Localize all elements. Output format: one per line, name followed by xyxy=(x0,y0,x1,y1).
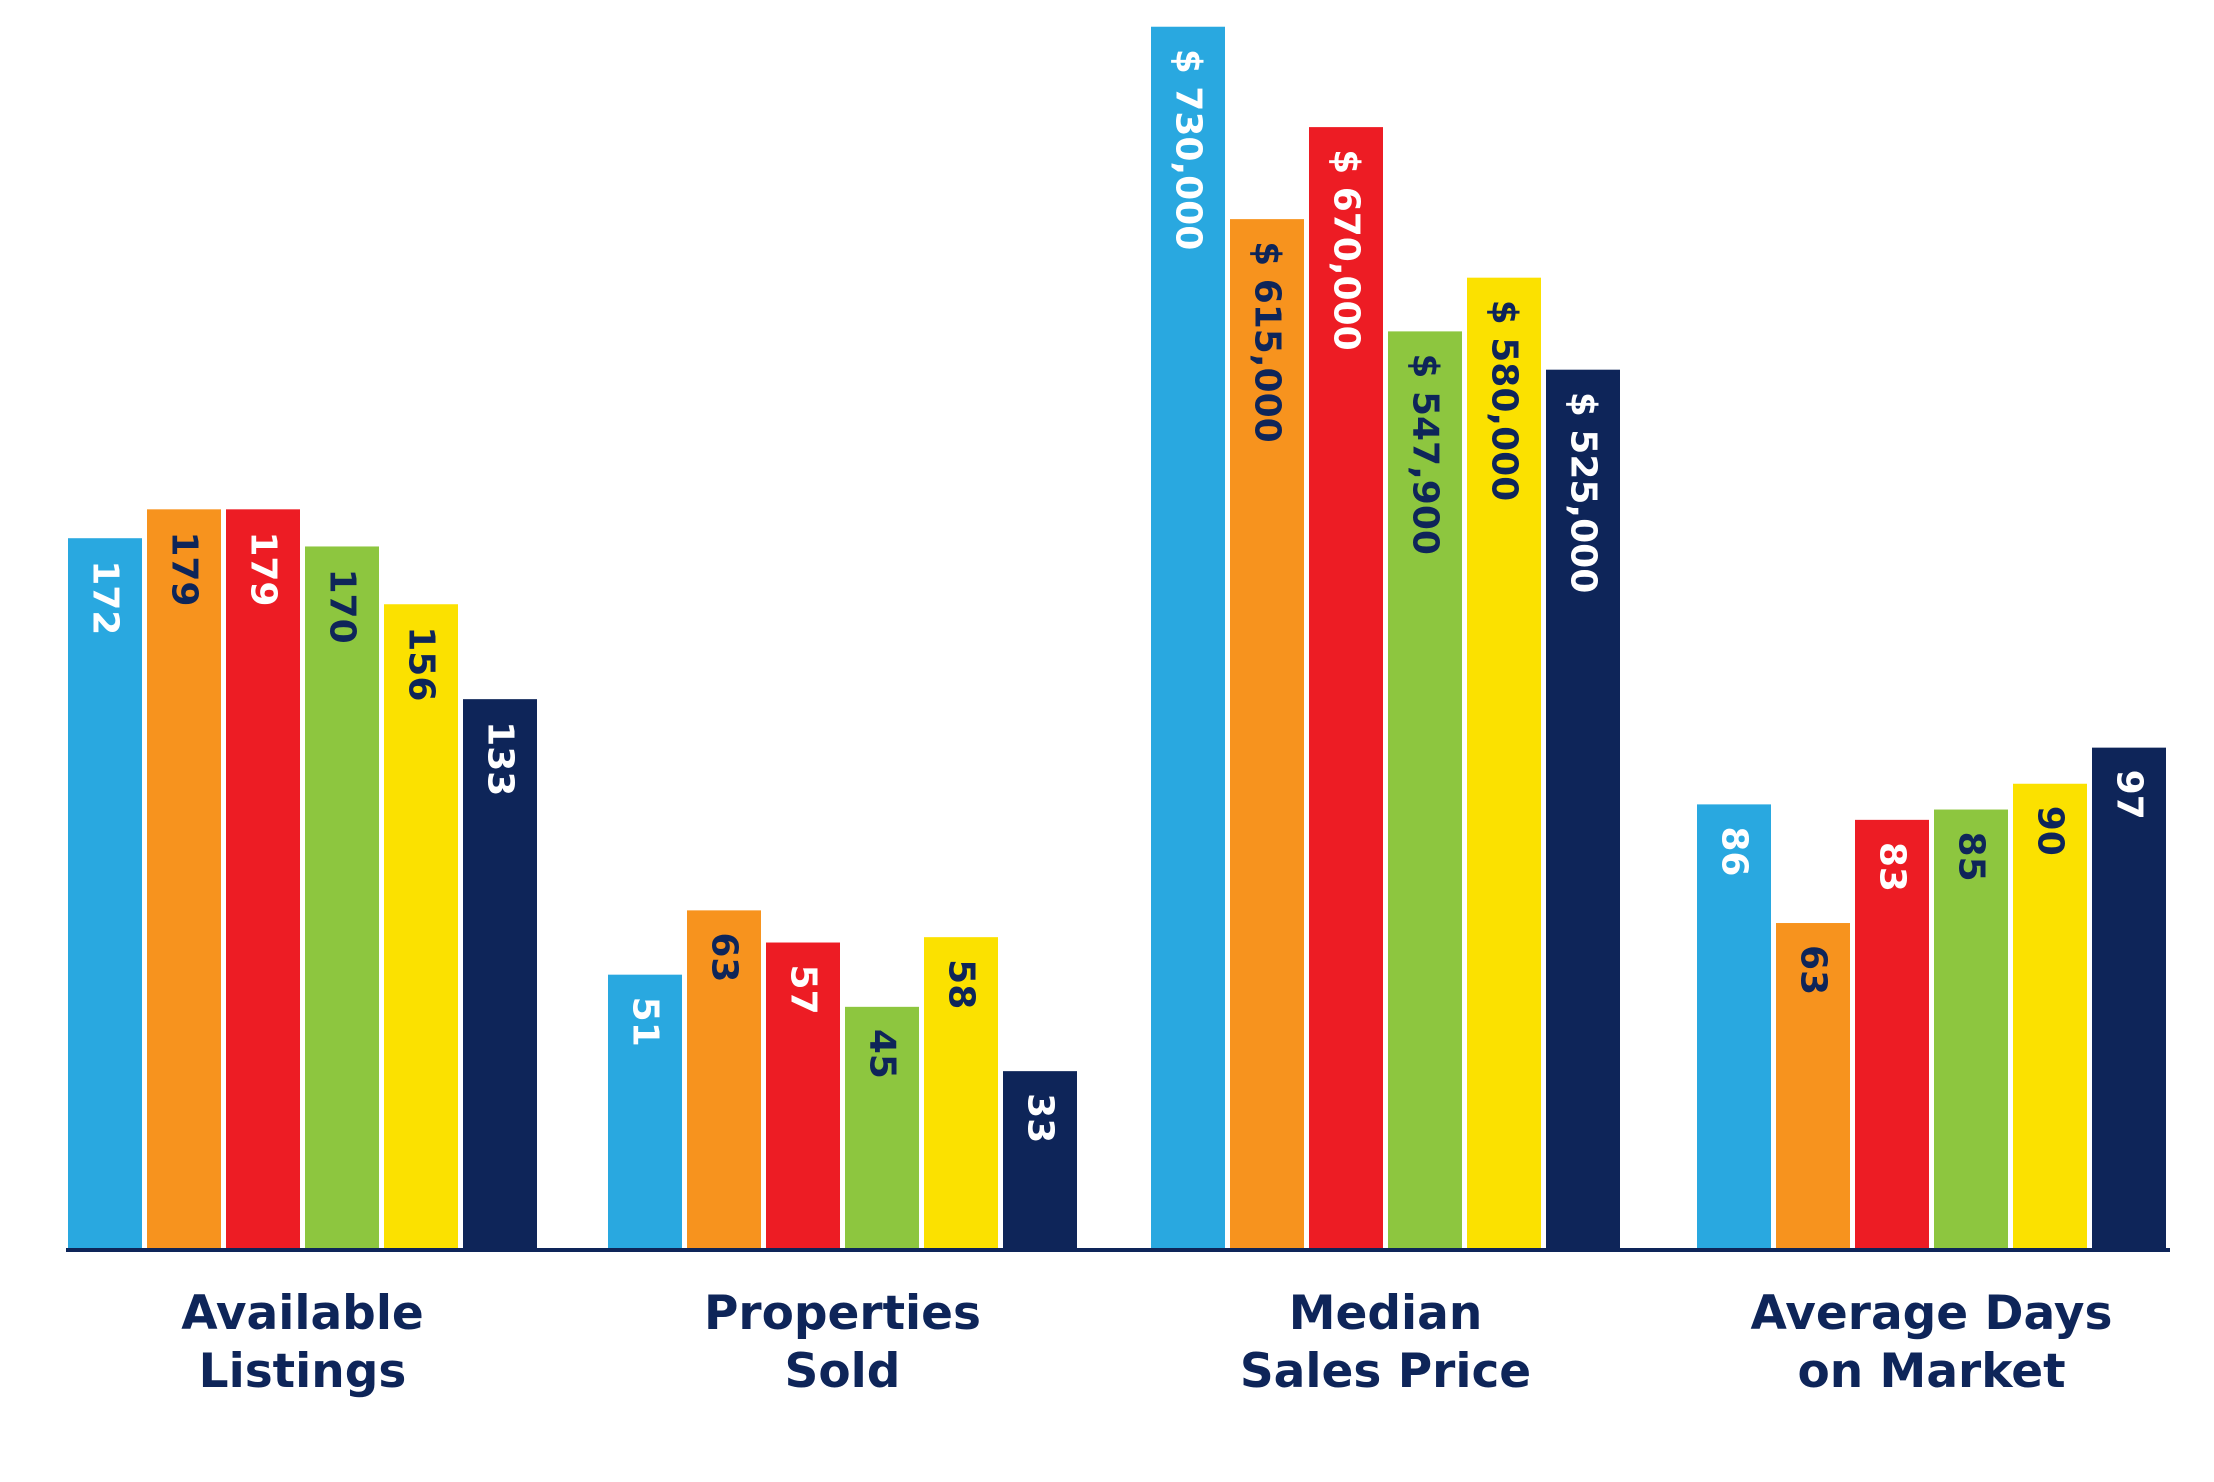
group-label-available-listings-line-2: Listings xyxy=(199,1344,407,1399)
bar-group-median-sales-price: $ 730,000 $ 615,000 $ 670,000 $ 547,900 $ 58… xyxy=(1151,26,1620,1250)
bar-median-sales-price-3 xyxy=(1309,127,1383,1249)
bar-value-label: 45 xyxy=(862,1029,903,1079)
bar-available-listings-4 xyxy=(305,546,379,1249)
bar-value-label: 63 xyxy=(704,932,745,982)
bar-average-days-on-market-5 xyxy=(2013,783,2087,1249)
bar-value-label: 58 xyxy=(941,959,982,1009)
bar-value-label: 33 xyxy=(1020,1093,1061,1143)
bar-value-label: 179 xyxy=(164,531,205,606)
bar-available-listings-3 xyxy=(226,509,300,1249)
bar-group-available-listings: 172 179 179 170 156 133 xyxy=(68,509,537,1249)
bar-value-label: 63 xyxy=(1793,945,1834,995)
bar-group-average-days-on-market: 86 63 83 85 90 97 xyxy=(1697,747,2166,1249)
bar-average-days-on-market-6 xyxy=(2092,747,2166,1249)
bar-available-listings-5 xyxy=(384,604,458,1249)
bar-value-label: $ 615,000 xyxy=(1247,241,1288,443)
bar-value-label: 83 xyxy=(1872,842,1913,892)
bar-value-label: 179 xyxy=(243,531,284,606)
bar-average-days-on-market-2 xyxy=(1776,923,1850,1249)
bar-properties-sold-2 xyxy=(687,910,761,1249)
bar-average-days-on-market-4 xyxy=(1934,809,2008,1249)
bar-available-listings-1 xyxy=(68,538,142,1249)
group-label-average-days-on-market-line-1: Average Days xyxy=(1751,1286,2113,1341)
bar-properties-sold-6 xyxy=(1003,1071,1077,1249)
group-label-average-days-on-market-line-2: on Market xyxy=(1797,1344,2065,1399)
bar-value-label: 57 xyxy=(783,965,824,1015)
bar-value-label: $ 525,000 xyxy=(1563,392,1604,594)
bar-properties-sold-4 xyxy=(845,1006,919,1249)
group-label-median-sales-price-line-2: Sales Price xyxy=(1240,1344,1531,1399)
bar-value-label: $ 547,900 xyxy=(1405,353,1446,555)
bar-available-listings-6 xyxy=(463,699,537,1249)
bar-value-label: 170 xyxy=(322,568,363,643)
group-label-properties-sold-line-2: Sold xyxy=(785,1344,901,1399)
bar-value-label: 172 xyxy=(85,560,126,635)
bar-value-label: 133 xyxy=(480,721,521,796)
group-label-median-sales-price-line-1: Median xyxy=(1289,1286,1483,1341)
bar-value-label: 51 xyxy=(625,997,666,1047)
bar-value-label: 86 xyxy=(1714,826,1755,876)
bar-average-days-on-market-3 xyxy=(1855,819,1929,1249)
bar-median-sales-price-6 xyxy=(1546,369,1620,1249)
group-label-available-listings-line-1: Available xyxy=(181,1286,424,1341)
bar-value-label: 156 xyxy=(401,626,442,701)
bar-median-sales-price-5 xyxy=(1467,277,1541,1250)
bar-value-label: $ 580,000 xyxy=(1484,300,1525,502)
bar-median-sales-price-2 xyxy=(1230,219,1304,1250)
bar-value-label: $ 670,000 xyxy=(1326,149,1367,351)
bar-group-properties-sold: 51 63 57 45 58 33 xyxy=(608,910,1077,1249)
bar-properties-sold-3 xyxy=(766,942,840,1249)
bar-value-label: 90 xyxy=(2030,806,2071,856)
bar-properties-sold-1 xyxy=(608,974,682,1249)
bar-value-label: $ 730,000 xyxy=(1168,49,1209,251)
bar-available-listings-2 xyxy=(147,509,221,1249)
bar-average-days-on-market-1 xyxy=(1697,804,1771,1249)
bar-median-sales-price-1 xyxy=(1151,26,1225,1249)
bar-value-label: 97 xyxy=(2109,770,2150,820)
group-label-properties-sold-line-1: Properties xyxy=(704,1286,981,1341)
bar-properties-sold-5 xyxy=(924,937,998,1249)
bar-median-sales-price-4 xyxy=(1388,331,1462,1249)
bar-value-label: 85 xyxy=(1951,832,1992,882)
